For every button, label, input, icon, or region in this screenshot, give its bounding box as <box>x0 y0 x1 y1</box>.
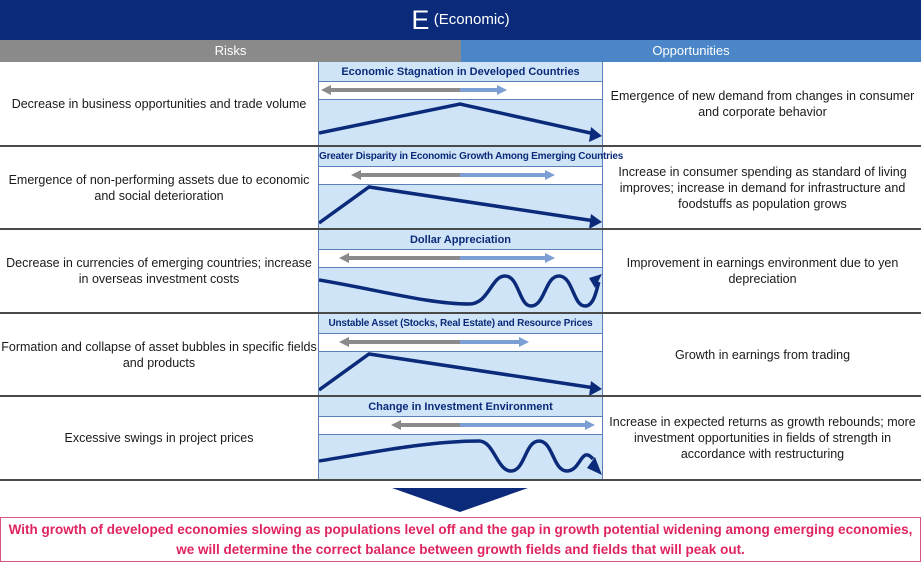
theme-label: Change in Investment Environment <box>319 397 602 417</box>
theme-label: Economic Stagnation in Developed Countri… <box>319 62 602 82</box>
down-arrow-icon <box>392 488 528 512</box>
conclusion-text: With growth of developed economies slowi… <box>0 517 921 562</box>
theme-label: Greater Disparity in Economic Growth Amo… <box>319 147 623 167</box>
range-arrow <box>319 334 602 352</box>
row-divider <box>0 145 921 147</box>
theme-panel: Greater Disparity in Economic Growth Amo… <box>318 147 623 228</box>
opportunity-text: Emergence of new demand from changes in … <box>610 88 915 119</box>
risk-text: Formation and collapse of asset bubbles … <box>1 339 317 370</box>
row-divider <box>0 312 921 314</box>
trend-graphic <box>319 268 602 312</box>
risk-text: Excessive swings in project prices <box>64 431 254 445</box>
range-arrow <box>319 417 602 435</box>
trend-graphic <box>319 352 602 395</box>
theme-label: Dollar Appreciation <box>319 230 602 250</box>
opportunity-text: Increase in consumer spending as standar… <box>618 164 907 211</box>
risks-header: Risks <box>0 40 461 62</box>
trend-graphic <box>319 100 602 145</box>
opportunity-text: Increase in expected returns as growth r… <box>609 415 916 461</box>
row-divider <box>0 228 921 230</box>
risk-text: Emergence of non-performing assets due t… <box>8 172 310 203</box>
range-arrow <box>319 250 602 268</box>
trend-graphic <box>319 435 602 479</box>
section-title: E (Economic) <box>0 0 921 40</box>
theme-panel: Change in Investment Environment <box>318 397 603 479</box>
risk-text: Decrease in business opportunities and t… <box>11 96 307 111</box>
opportunity-text: Growth in earnings from trading <box>674 347 851 362</box>
opportunities-header: Opportunities <box>461 40 921 62</box>
opportunity-text: Improvement in earnings environment due … <box>626 256 899 286</box>
title-label: (Economic) <box>433 11 510 28</box>
range-arrow <box>319 82 602 100</box>
theme-label: Unstable Asset (Stocks, Real Estate) and… <box>319 314 602 334</box>
range-arrow <box>319 167 602 185</box>
title-letter: E <box>411 5 430 35</box>
risk-text: Decrease in currencies of emerging count… <box>6 256 312 286</box>
theme-panel: Unstable Asset (Stocks, Real Estate) and… <box>318 314 603 395</box>
trend-graphic <box>319 185 602 228</box>
theme-panel: Economic Stagnation in Developed Countri… <box>318 62 603 145</box>
row-divider <box>0 395 921 397</box>
row-divider <box>0 479 921 481</box>
theme-panel: Dollar Appreciation <box>318 230 603 312</box>
